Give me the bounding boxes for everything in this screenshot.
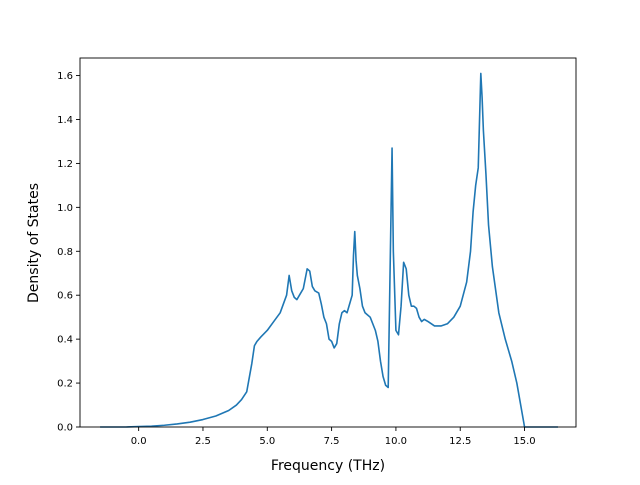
y-tick-label: 0.4: [57, 335, 73, 346]
x-tick-label: 2.5: [195, 436, 211, 447]
y-tick-label: 0.2: [57, 379, 73, 390]
y-tick-label: 0.0: [57, 423, 73, 434]
x-axis-label: Frequency (THz): [271, 458, 385, 474]
y-axis-ticks: 0.0 0.2 0.4 0.6 0.8 1.0 1.2 1.4 1.6: [57, 71, 80, 434]
y-axis-label: Density of States: [26, 183, 42, 303]
dos-series-line: [100, 72, 558, 428]
plot-area: [79, 57, 577, 428]
x-tick-label: 5.0: [259, 436, 275, 447]
x-axis-ticks: 0.0 2.5 5.0 7.5 10.0 12.5 15.0: [131, 427, 536, 447]
x-tick-label: 7.5: [324, 436, 340, 447]
x-tick-label: 10.0: [385, 436, 407, 447]
y-tick-label: 0.6: [57, 291, 73, 302]
y-tick-label: 0.8: [57, 247, 73, 258]
x-tick-label: 12.5: [449, 436, 471, 447]
x-tick-label: 15.0: [513, 436, 535, 447]
y-tick-label: 1.4: [57, 115, 73, 126]
y-tick-label: 1.6: [57, 71, 73, 82]
y-tick-label: 1.2: [57, 159, 73, 170]
plot-frame: [79, 57, 577, 428]
y-tick-label: 1.0: [57, 203, 73, 214]
x-tick-label: 0.0: [131, 436, 147, 447]
